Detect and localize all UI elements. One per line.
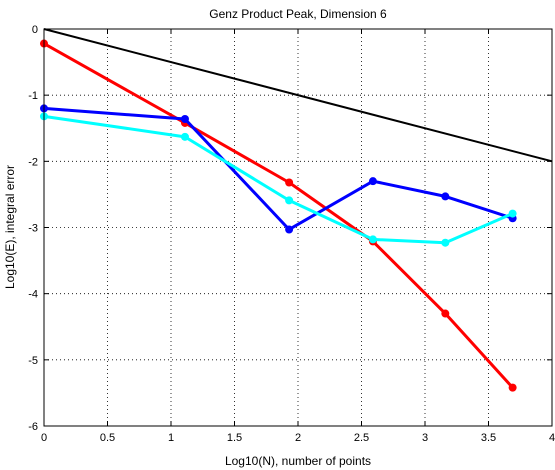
series-1-line [43, 42, 514, 389]
y-axis-title: Log10(E), integral error [3, 165, 17, 289]
y-tick-label: -4 [28, 289, 38, 301]
x-tick-label: 0.5 [100, 432, 115, 444]
y-tick-label: -2 [28, 156, 38, 168]
y-tick-label: -6 [28, 421, 38, 433]
series-3-point [368, 235, 377, 244]
x-axis-title: Log10(N), number of points [225, 454, 371, 468]
series-3-point [285, 196, 294, 205]
y-tick-label: 0 [32, 24, 38, 36]
series-2-point [441, 192, 450, 201]
x-tick-label: 1 [168, 432, 174, 444]
series-2-point [285, 225, 294, 234]
x-tick-label: 0 [41, 432, 47, 444]
series-1-point [441, 309, 450, 318]
y-tick-label: -5 [28, 355, 38, 367]
x-tick-label: 3.5 [481, 432, 496, 444]
series-layer [40, 28, 553, 392]
x-tick-label: 4 [549, 432, 555, 444]
chart-title: Genz Product Peak, Dimension 6 [209, 7, 387, 21]
series-3-line [43, 114, 514, 245]
y-tick-label: -3 [28, 223, 38, 235]
y-tick-label: -1 [28, 90, 38, 102]
series-0-line [43, 28, 553, 163]
x-tick-label: 2.5 [354, 432, 369, 444]
series-3-point [180, 132, 189, 141]
series-2-line [43, 106, 514, 231]
x-tick-label: 3 [422, 432, 428, 444]
series-3-point [441, 238, 450, 247]
x-tick-label: 2 [295, 432, 301, 444]
series-3-point [508, 209, 517, 218]
series-2-point [180, 114, 189, 123]
grid [44, 29, 552, 426]
series-1-point [508, 383, 517, 392]
series-1-point [285, 178, 294, 187]
ticks: 0 0.5 1 1.5 2 2.5 3 3.5 4 0 -1 -2 -3 -4 -5 -6 [28, 24, 555, 444]
x-tick-label: 1.5 [227, 432, 242, 444]
series-2-point [368, 177, 377, 186]
